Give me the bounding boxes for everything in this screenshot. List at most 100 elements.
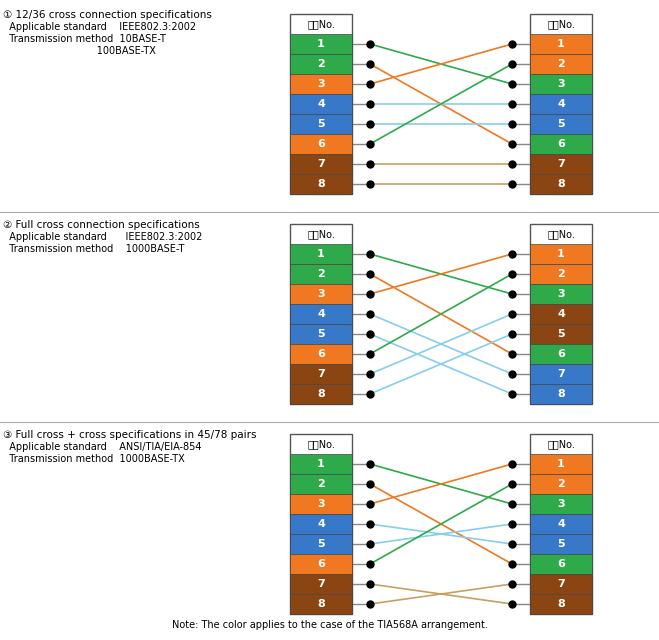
Bar bbox=[530, 34, 592, 54]
Bar bbox=[290, 134, 352, 154]
Bar bbox=[530, 574, 592, 594]
Text: 1: 1 bbox=[557, 459, 565, 469]
Text: ピンNo.: ピンNo. bbox=[307, 439, 335, 449]
Text: 7: 7 bbox=[557, 159, 565, 169]
Bar bbox=[290, 494, 352, 514]
Text: 100BASE-TX: 100BASE-TX bbox=[3, 46, 156, 56]
Bar bbox=[290, 34, 352, 54]
Bar bbox=[290, 364, 352, 384]
Bar bbox=[530, 534, 592, 554]
Bar bbox=[530, 114, 592, 134]
Bar bbox=[290, 284, 352, 304]
Bar bbox=[290, 474, 352, 494]
Bar bbox=[290, 74, 352, 94]
Text: 2: 2 bbox=[317, 479, 325, 489]
Text: 1: 1 bbox=[557, 249, 565, 259]
Text: 8: 8 bbox=[557, 179, 565, 189]
Bar bbox=[530, 434, 592, 614]
Text: 7: 7 bbox=[317, 369, 325, 379]
Text: 4: 4 bbox=[317, 309, 325, 319]
Text: 6: 6 bbox=[557, 349, 565, 359]
Text: 3: 3 bbox=[558, 289, 565, 299]
Text: 5: 5 bbox=[317, 329, 325, 339]
Bar bbox=[290, 304, 352, 324]
Bar bbox=[290, 514, 352, 534]
Bar bbox=[530, 594, 592, 614]
Text: Transmission method  1000BASE-TX: Transmission method 1000BASE-TX bbox=[3, 454, 185, 464]
Text: 3: 3 bbox=[317, 289, 325, 299]
Bar bbox=[530, 244, 592, 264]
Text: Transmission method    1000BASE-T: Transmission method 1000BASE-T bbox=[3, 244, 185, 254]
Text: 2: 2 bbox=[557, 59, 565, 69]
Text: 4: 4 bbox=[317, 519, 325, 529]
Bar bbox=[530, 224, 592, 404]
Text: 3: 3 bbox=[317, 499, 325, 509]
Bar bbox=[290, 14, 352, 194]
Text: ピンNo.: ピンNo. bbox=[547, 439, 575, 449]
Text: 7: 7 bbox=[317, 579, 325, 589]
Bar bbox=[530, 134, 592, 154]
Bar bbox=[530, 174, 592, 194]
Text: 5: 5 bbox=[558, 119, 565, 129]
Text: 4: 4 bbox=[557, 99, 565, 109]
Text: ピンNo.: ピンNo. bbox=[307, 19, 335, 29]
Bar bbox=[530, 14, 592, 194]
Bar bbox=[530, 364, 592, 384]
Bar bbox=[290, 554, 352, 574]
Text: 6: 6 bbox=[317, 349, 325, 359]
Bar bbox=[290, 384, 352, 404]
Text: ピンNo.: ピンNo. bbox=[547, 19, 575, 29]
Text: 2: 2 bbox=[557, 269, 565, 279]
Text: 1: 1 bbox=[317, 249, 325, 259]
Text: 8: 8 bbox=[317, 389, 325, 399]
Bar bbox=[290, 174, 352, 194]
Text: 2: 2 bbox=[317, 269, 325, 279]
Text: Transmission method  10BASE-T: Transmission method 10BASE-T bbox=[3, 34, 166, 44]
Bar bbox=[530, 94, 592, 114]
Bar bbox=[530, 304, 592, 324]
Bar bbox=[290, 454, 352, 474]
Text: 3: 3 bbox=[558, 79, 565, 89]
Text: 7: 7 bbox=[317, 159, 325, 169]
Bar bbox=[290, 54, 352, 74]
Bar bbox=[530, 54, 592, 74]
Text: ピンNo.: ピンNo. bbox=[307, 229, 335, 239]
Text: 6: 6 bbox=[557, 559, 565, 569]
Bar bbox=[290, 94, 352, 114]
Bar bbox=[290, 344, 352, 364]
Text: 4: 4 bbox=[557, 309, 565, 319]
Bar bbox=[530, 554, 592, 574]
Text: 5: 5 bbox=[317, 119, 325, 129]
Text: ③ Full cross + cross specifications in 45/78 pairs: ③ Full cross + cross specifications in 4… bbox=[3, 430, 256, 440]
Bar bbox=[530, 494, 592, 514]
Bar bbox=[530, 454, 592, 474]
Text: 8: 8 bbox=[557, 599, 565, 609]
Bar bbox=[290, 594, 352, 614]
Bar bbox=[290, 324, 352, 344]
Bar bbox=[530, 344, 592, 364]
Text: 2: 2 bbox=[317, 59, 325, 69]
Text: 2: 2 bbox=[557, 479, 565, 489]
Bar bbox=[290, 434, 352, 614]
Text: 8: 8 bbox=[557, 389, 565, 399]
Bar bbox=[530, 74, 592, 94]
Bar bbox=[530, 474, 592, 494]
Text: 4: 4 bbox=[557, 519, 565, 529]
Text: 1: 1 bbox=[317, 39, 325, 49]
Text: 5: 5 bbox=[558, 329, 565, 339]
Text: 3: 3 bbox=[317, 79, 325, 89]
Bar bbox=[530, 384, 592, 404]
Text: ① 12/36 cross connection specifications: ① 12/36 cross connection specifications bbox=[3, 10, 212, 20]
Text: 6: 6 bbox=[317, 559, 325, 569]
Text: Applicable standard    IEEE802.3:2002: Applicable standard IEEE802.3:2002 bbox=[3, 22, 196, 32]
Bar bbox=[290, 154, 352, 174]
Bar bbox=[290, 114, 352, 134]
Bar bbox=[290, 244, 352, 264]
Bar bbox=[290, 574, 352, 594]
Text: 7: 7 bbox=[557, 369, 565, 379]
Bar bbox=[290, 224, 352, 404]
Text: Applicable standard    ANSI/TIA/EIA-854: Applicable standard ANSI/TIA/EIA-854 bbox=[3, 442, 202, 452]
Text: 6: 6 bbox=[557, 139, 565, 149]
Text: Note: The color applies to the case of the TIA568A arrangement.: Note: The color applies to the case of t… bbox=[171, 620, 488, 630]
Text: 6: 6 bbox=[317, 139, 325, 149]
